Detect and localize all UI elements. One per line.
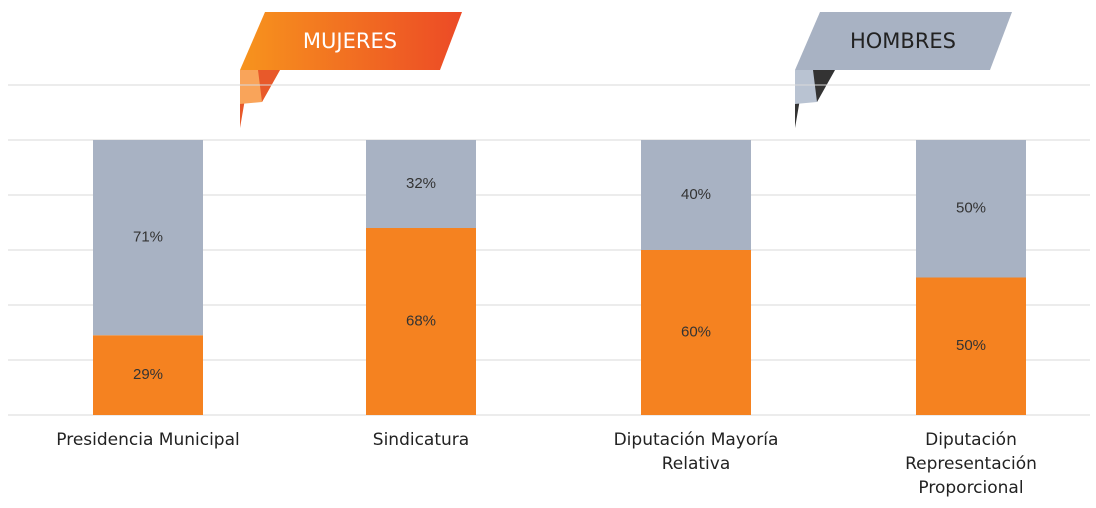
legend-banner	[240, 12, 462, 70]
value-label: 32%	[406, 175, 436, 192]
x-tick-label: Presidencia Municipal	[56, 430, 240, 450]
legend-label: HOMBRES	[850, 29, 956, 53]
bar-segment	[366, 140, 476, 228]
banner-fold	[258, 70, 280, 102]
bar-segment	[641, 250, 751, 415]
bar-segment	[366, 228, 476, 415]
x-tick-label: Diputación Representación Proporcional	[905, 430, 1037, 498]
value-label: 68%	[406, 312, 436, 329]
bar-segment	[916, 277, 1026, 415]
value-label: 50%	[956, 337, 986, 354]
x-tick-label: Sindicatura	[372, 430, 470, 450]
legend-banner	[795, 12, 1012, 70]
bar-segment	[641, 140, 751, 250]
value-label: 71%	[133, 229, 163, 246]
banner-fold	[813, 70, 835, 102]
legend-label: MUJERES	[303, 29, 397, 53]
value-label: 50%	[956, 200, 986, 217]
bar-segment	[916, 140, 1026, 278]
value-label: 60%	[681, 323, 711, 340]
bar-segment	[93, 335, 203, 415]
value-label: 40%	[681, 186, 711, 203]
bar-segment	[93, 140, 203, 336]
value-label: 29%	[133, 366, 163, 383]
x-tick-label: Diputación Mayoría Relativa	[613, 430, 779, 474]
